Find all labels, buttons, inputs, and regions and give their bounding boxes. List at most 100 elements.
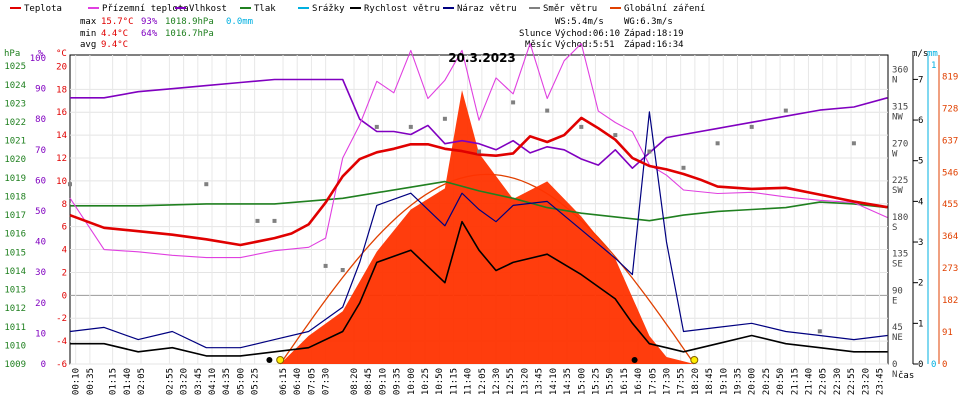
time-tick-43: 19:35	[733, 368, 743, 395]
time-tick-32: 15:00	[577, 368, 587, 395]
dir-tick-deg-4: 180	[892, 213, 908, 223]
rad-tick-1: 728	[942, 104, 958, 114]
sunrise-marker	[276, 356, 285, 364]
unit-hpa: hPa	[4, 49, 20, 59]
wind-dir-point-17	[749, 124, 754, 129]
hum-tick-6: 40	[35, 238, 46, 248]
time-tick-1: 00:35	[86, 368, 96, 395]
time-tick-6: 03:20	[180, 368, 190, 395]
wind-dir-point-6	[374, 124, 379, 129]
info-sun-set: Západ:18:19	[624, 29, 684, 39]
press-tick-3: 1022	[4, 118, 26, 128]
rad-tick-7: 182	[942, 296, 958, 306]
dir-tick-deg-0: 360	[892, 66, 908, 76]
press-tick-2: 1023	[4, 99, 26, 109]
time-tick-36: 16:40	[634, 368, 644, 395]
wind-dir-point-7	[408, 124, 413, 129]
time-tick-27: 12:55	[506, 368, 516, 395]
unit-pct: %	[38, 49, 44, 59]
moonset-marker	[631, 357, 638, 363]
time-tick-28: 13:20	[520, 368, 530, 395]
stats-avg-temp: 9.4°C	[101, 40, 128, 50]
time-tick-15: 07:30	[322, 368, 332, 395]
wind-dir-point-19	[817, 329, 822, 334]
press-tick-14: 1011	[4, 323, 26, 333]
time-tick-46: 20:50	[776, 368, 786, 395]
time-tick-48: 21:40	[804, 368, 814, 395]
legend-label-1: Přízemní teplota	[102, 4, 189, 14]
rad-tick-8: 91	[942, 328, 953, 338]
temp-tick-2: 16	[56, 108, 67, 118]
info-sun-label: Slunce	[519, 29, 552, 39]
plot-area	[68, 43, 888, 365]
stats-min-temp: 4.4°C	[101, 29, 128, 39]
stats-max-press: 1018.9hPa	[165, 17, 214, 27]
legend-label-8: Globální záření	[624, 4, 705, 14]
time-tick-34: 15:50	[606, 368, 616, 395]
time-tick-29: 13:45	[535, 368, 545, 395]
time-tick-42: 19:10	[719, 368, 729, 395]
unit-ms: m/s	[912, 49, 928, 59]
series-vlhkost	[70, 78, 888, 169]
series-teplota	[69, 116, 888, 247]
press-tick-13: 1012	[4, 304, 26, 314]
series-globalni-zareni	[280, 90, 695, 364]
time-tick-9: 04:35	[222, 368, 232, 395]
time-tick-39: 17:55	[677, 368, 687, 395]
temp-tick-3: 14	[56, 131, 67, 141]
time-tick-19: 09:35	[393, 368, 403, 395]
wind-tick-3: 4	[918, 197, 923, 207]
info-sun-rise: Východ:06:10	[555, 29, 620, 39]
time-tick-7: 03:45	[194, 368, 204, 395]
dir-tick-name-0: N	[892, 76, 897, 86]
wind-dir-point-2	[255, 218, 260, 223]
stats-panel: max 15.7°C 93% 1018.9hPa 0.0mm min 4.4°C 64% 101…	[80, 17, 253, 50]
time-tick-37: 17:05	[648, 368, 658, 395]
unit-mm: mm	[927, 49, 938, 59]
series-prizemni-teplota	[69, 43, 888, 259]
hum-tick-5: 50	[35, 207, 46, 217]
legend-label-2: Vlhkost	[189, 4, 227, 14]
press-tick-11: 1014	[4, 267, 26, 277]
time-tick-51: 22:55	[847, 368, 857, 395]
axes: hPa% °C1025102410231022102110201019101810…	[4, 49, 958, 395]
temp-tick-5: 10	[56, 177, 67, 187]
legend: Teplota Přízemní teplota Vlhkost Tlak Srážky…	[10, 4, 705, 14]
temp-tick-4: 12	[56, 154, 67, 164]
chart-title: 20.3.2023	[448, 51, 516, 65]
info-ws: WS:5.4m/s	[555, 17, 604, 27]
time-tick-45: 20:25	[762, 368, 772, 395]
series-naraz-vetru	[69, 111, 888, 349]
dir-tick-name-4: S	[892, 223, 897, 233]
temp-tick-13: -6	[56, 360, 67, 370]
time-tick-31: 14:35	[563, 368, 573, 395]
legend-label-5: Rychlost větru	[364, 4, 440, 14]
press-tick-12: 1013	[4, 286, 26, 296]
legend-label-0: Teplota	[24, 4, 62, 14]
time-tick-38: 17:30	[662, 368, 672, 395]
rain-tick-0: 1	[931, 61, 936, 71]
press-tick-9: 1016	[4, 230, 26, 240]
time-tick-35: 16:15	[620, 368, 630, 395]
stats-avg-label: avg	[80, 40, 96, 50]
hum-tick-7: 30	[35, 268, 46, 278]
time-tick-52: 23:20	[861, 368, 871, 395]
wind-tick-5: 2	[918, 279, 923, 289]
time-tick-24: 11:40	[464, 368, 474, 395]
dir-tick-name-1: NW	[892, 113, 903, 123]
sun-moon-info: WS:5.4m/s WG:6.3m/s Slunce Východ:06:10 Zápa…	[519, 17, 684, 50]
wind-dir-point-8	[442, 116, 447, 121]
time-tick-3: 01:40	[123, 368, 133, 395]
dir-tick-name-8: N	[892, 370, 897, 380]
temp-tick-9: 2	[62, 268, 67, 278]
dir-tick-deg-1: 315	[892, 103, 908, 113]
hum-tick-9: 10	[35, 329, 46, 339]
rad-tick-9: 0	[942, 360, 947, 370]
temp-tick-10: 0	[62, 291, 67, 301]
rad-tick-3: 546	[942, 168, 958, 178]
dir-tick-deg-3: 225	[892, 176, 908, 186]
rad-tick-0: 819	[942, 72, 958, 82]
time-tick-25: 12:05	[478, 368, 488, 395]
